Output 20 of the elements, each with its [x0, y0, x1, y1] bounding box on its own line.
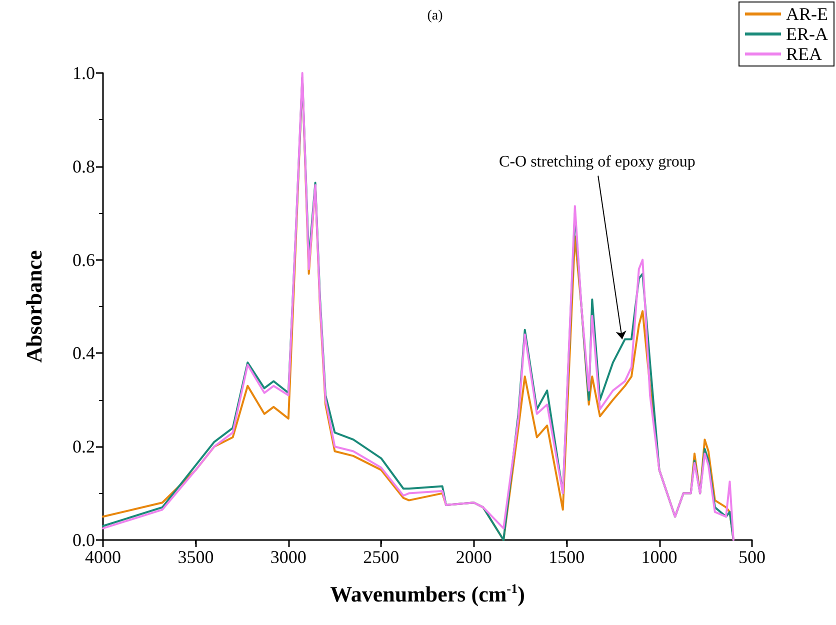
x-tick-label: 1000 [641, 547, 678, 567]
y-axis-title: Absorbance [22, 250, 46, 363]
y-tick-label: 0.6 [72, 250, 95, 270]
legend-label: REA [786, 44, 822, 64]
x-tick-label: 2500 [363, 547, 400, 567]
y-tick-label: 0.0 [72, 530, 95, 550]
y-tick-label: 0.4 [72, 343, 95, 364]
x-tick-label: 2000 [456, 547, 492, 567]
x-tick-label: 1500 [548, 547, 585, 567]
y-tick-label: 0.2 [72, 436, 95, 457]
y-tick-label: 1.0 [72, 63, 95, 83]
legend-label: ER-A [786, 24, 828, 44]
annotation: C-O stretching of epoxy group [499, 153, 696, 170]
y-tick-label: 0.8 [72, 156, 95, 176]
x-tick-label: 3000 [270, 547, 306, 567]
legend-label: AR-E [786, 4, 828, 24]
x-tick-label: 500 [738, 547, 766, 567]
x-tick-label: 3500 [178, 547, 214, 567]
x-tick-label: 4000 [85, 547, 121, 567]
chart-title: (a) [427, 8, 444, 24]
